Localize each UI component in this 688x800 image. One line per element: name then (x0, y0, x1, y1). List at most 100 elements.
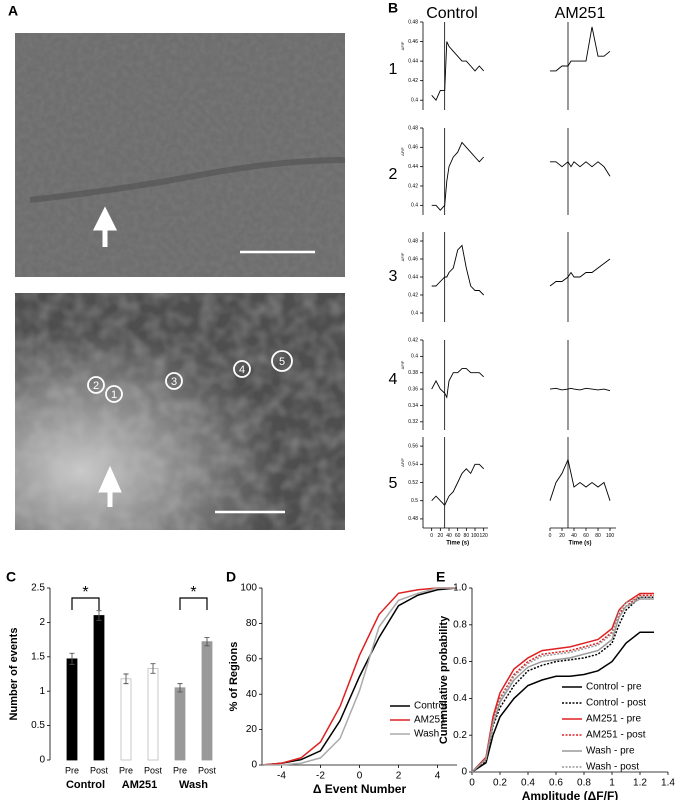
line (549, 258, 611, 287)
row-label: 4 (389, 371, 398, 388)
line (471, 594, 654, 773)
y-tick-label: 20 (246, 724, 258, 735)
x-tick-label: 120 (479, 533, 488, 539)
y-tick-label: 0.4 (453, 693, 467, 704)
y-tick-label: 0.34 (408, 403, 418, 409)
x-tick-label: Post (144, 765, 163, 775)
y-tick-label: 0.4 (411, 354, 418, 360)
y-tick-label: 0.46 (408, 256, 418, 262)
y-tick-label: 2.5 (31, 583, 45, 594)
x-axis-label: Amplitude (ΔF/F) (522, 789, 619, 800)
bar (93, 615, 105, 761)
y-tick-label: 0.44 (408, 58, 418, 64)
bright-field-image (15, 33, 346, 277)
group-label: Control (66, 779, 105, 791)
y-tick-label: 100 (240, 583, 257, 594)
x-tick-label: 20 (559, 533, 565, 539)
x-tick-label: Post (198, 765, 217, 775)
line (471, 596, 654, 773)
line (471, 631, 654, 773)
x-tick-label: Post (90, 765, 109, 775)
x-tick-label: -2 (316, 771, 325, 782)
legend-label: Control - post (586, 698, 646, 709)
significance-star: * (82, 584, 88, 601)
legend-label: AM251 - post (586, 730, 646, 741)
bar (147, 668, 159, 761)
x-tick-label: Pre (65, 765, 79, 775)
x-tick-label: 100 (471, 533, 480, 539)
error-bar (177, 683, 183, 693)
legend-label: Control - pre (586, 682, 642, 693)
line (261, 587, 457, 766)
y-tick-label: 0 (461, 767, 467, 778)
y-tick-label: 0 (251, 760, 257, 771)
error-bar (96, 610, 102, 621)
y-tick-label: 0.5 (31, 720, 45, 731)
x-tick-label: 80 (595, 533, 601, 539)
group-label: Wash (179, 779, 208, 791)
legend-label: Wash - pre (586, 746, 635, 757)
row-label: 5 (389, 475, 398, 492)
fluorescence-image: 2 1 3 4 5 (15, 293, 345, 530)
y-tick-label: 0.2 (453, 730, 467, 741)
line (431, 41, 485, 102)
significance-bracket (179, 597, 208, 610)
y-tick-label: 0.32 (408, 419, 418, 425)
y-axis-label: Number of events (8, 628, 20, 721)
x-tick-label: 1.2 (633, 778, 647, 789)
panel-label: B (388, 0, 398, 16)
line (550, 26, 611, 72)
line (262, 587, 457, 766)
roi-label: 3 (171, 376, 177, 388)
y-axis-label: ΔF/F (400, 458, 405, 467)
bar (174, 687, 186, 761)
legend-label: Wash (414, 729, 439, 740)
x-tick-label: 0.6 (549, 778, 563, 789)
line (471, 596, 654, 773)
x-tick-label: 0 (430, 533, 433, 539)
legend-label: AM251 - pre (586, 714, 641, 725)
y-axis-label: % of Regions (228, 642, 240, 712)
y-tick-label: 0.44 (408, 164, 418, 170)
roi-label: 1 (111, 389, 117, 401)
y-axis-label: ΔF/F (400, 147, 405, 156)
x-tick-label: 40 (446, 533, 452, 539)
y-tick-label: 40 (246, 689, 258, 700)
x-tick-label: 2 (396, 771, 402, 782)
roi-label: 4 (239, 364, 245, 376)
x-tick-label: 0.2 (493, 778, 507, 789)
y-tick-label: 60 (246, 653, 258, 664)
roi-label: 2 (93, 380, 99, 392)
legend-label: AM251 (414, 715, 446, 726)
x-axis-label: Time (s) (569, 541, 592, 547)
error-bar (69, 652, 75, 665)
error-bar (123, 673, 129, 685)
line (471, 598, 654, 773)
y-tick-label: 1.0 (453, 583, 467, 594)
y-axis-label: ΔF/F (400, 252, 405, 261)
row-label: 2 (389, 166, 398, 183)
x-tick-label: 20 (438, 533, 444, 539)
x-tick-label: 0 (357, 771, 363, 782)
line (431, 141, 485, 211)
y-tick-label: 1 (39, 686, 45, 697)
y-tick-label: 0 (39, 755, 45, 766)
significance-star: * (190, 584, 196, 601)
y-tick-label: 0.48 (408, 19, 418, 25)
x-tick-label: 80 (464, 533, 470, 539)
y-tick-label: 0.38 (408, 370, 418, 376)
x-tick-label: 0 (469, 778, 475, 789)
line (431, 463, 485, 507)
line (549, 387, 611, 392)
y-tick-label: 0.42 (408, 337, 418, 343)
y-tick-label: 80 (246, 618, 258, 629)
y-tick-label: 0.48 (408, 516, 418, 522)
y-tick-label: 0.4 (411, 203, 418, 209)
group-label: AM251 (122, 779, 157, 791)
x-axis-label: Time (s) (446, 541, 469, 547)
line (431, 368, 485, 399)
panel-label: D (226, 569, 236, 585)
panel-label: A (8, 3, 18, 19)
x-tick-label: 60 (583, 533, 589, 539)
